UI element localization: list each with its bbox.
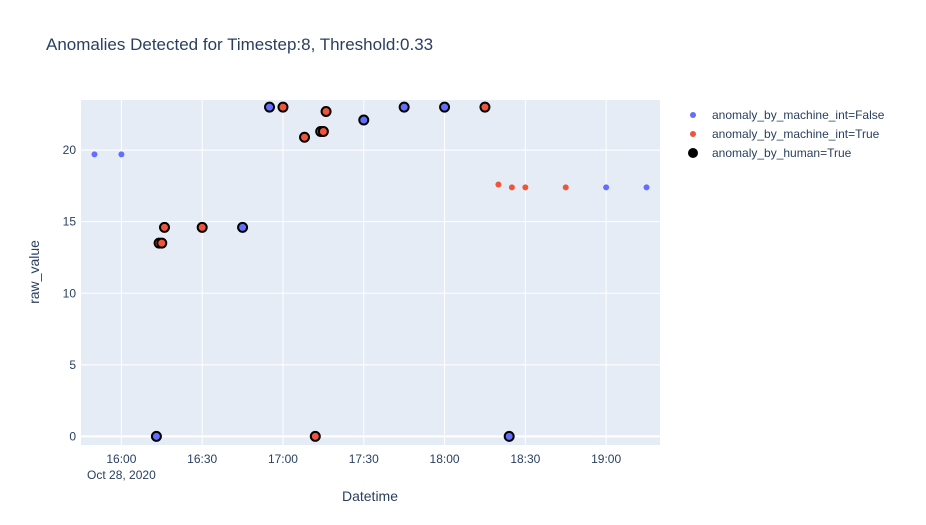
human-anomaly-point	[264, 101, 276, 113]
legend-label: anomaly_by_human=True	[712, 146, 852, 160]
data-point	[603, 184, 610, 191]
x-tick-label: 19:00	[591, 452, 621, 466]
human-anomaly-point	[479, 101, 491, 113]
data-point	[508, 184, 515, 191]
x-tick-label: 17:30	[349, 452, 379, 466]
human-anomaly-point	[156, 237, 168, 249]
legend-item[interactable]: anomaly_by_machine_int=False	[690, 108, 885, 122]
y-tick-label: 5	[69, 358, 76, 372]
human-anomaly-point	[237, 221, 249, 233]
human-anomaly-point	[398, 101, 410, 113]
y-axis-title: raw_value	[26, 240, 42, 304]
legend-marker	[688, 148, 698, 158]
human-anomaly-point	[503, 430, 515, 442]
legend-item[interactable]: anomaly_by_human=True	[688, 146, 852, 160]
chart-title: Anomalies Detected for Timestep:8, Thres…	[46, 35, 433, 54]
legend-label: anomaly_by_machine_int=True	[712, 127, 880, 141]
y-tick-label: 0	[69, 429, 76, 443]
gridlines	[81, 100, 660, 445]
x-axis-title: Datetime	[342, 488, 398, 504]
y-tick-label: 10	[63, 286, 77, 300]
data-points	[91, 101, 650, 442]
human-anomaly-point	[320, 105, 332, 117]
x-tick-label: 18:30	[510, 452, 540, 466]
data-point	[562, 184, 569, 191]
legend-marker	[690, 131, 696, 137]
legend-label: anomaly_by_machine_int=False	[712, 108, 885, 122]
legend[interactable]: anomaly_by_machine_int=False anomaly_by_m…	[688, 108, 885, 160]
human-anomaly-point	[158, 221, 170, 233]
human-anomaly-point	[439, 101, 451, 113]
data-point	[495, 181, 502, 188]
axis-ticks: 16:00 Oct 28, 2020 16:30 17:00 17:30 18:00 18:…	[63, 143, 622, 482]
legend-item[interactable]: anomaly_by_machine_int=True	[690, 127, 880, 141]
legend-marker	[690, 112, 696, 118]
data-point	[118, 151, 125, 158]
human-anomaly-point	[309, 430, 321, 442]
y-tick-label: 20	[63, 143, 77, 157]
human-anomaly-point	[358, 114, 370, 126]
x-tick-label: 18:00	[430, 452, 460, 466]
y-tick-label: 15	[63, 215, 77, 229]
data-point	[643, 184, 650, 191]
x-tick-label: 16:30	[187, 452, 217, 466]
plot-area	[81, 100, 660, 445]
human-anomaly-point	[150, 430, 162, 442]
data-point	[91, 151, 98, 158]
x-tick-date-label: Oct 28, 2020	[87, 468, 156, 482]
human-anomaly-point	[299, 131, 311, 143]
data-point	[522, 184, 529, 191]
human-anomaly-point	[277, 101, 289, 113]
x-tick-label: 17:00	[268, 452, 298, 466]
human-anomaly-point	[317, 125, 329, 137]
x-tick-label: 16:00	[106, 452, 136, 466]
human-anomaly-point	[196, 221, 208, 233]
